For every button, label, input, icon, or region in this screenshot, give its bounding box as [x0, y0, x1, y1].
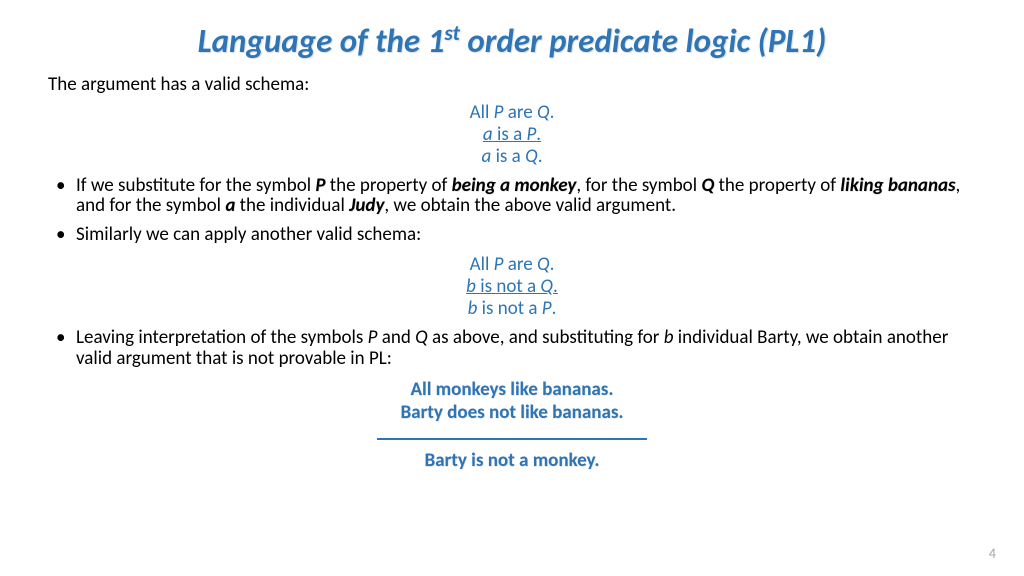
bullet-3: Leaving interpretation of the symbols P …: [48, 328, 976, 370]
slide-title: Language of the 1st order predicate logi…: [48, 20, 976, 61]
conclusion-argument: All monkeys like bananas. Barty does not…: [48, 378, 976, 473]
page-number: 4: [989, 545, 996, 562]
conclusion-line3: Barty is not a monkey.: [48, 449, 976, 473]
bullet-2: Similarly we can apply another valid sch…: [48, 225, 976, 246]
schema2-line3: b is not a P.: [48, 298, 976, 320]
schema1-line1: All P are Q.: [48, 102, 976, 124]
intro-text: The argument has a valid schema:: [48, 73, 976, 96]
conclusion-line1: All monkeys like bananas.: [48, 378, 976, 402]
schema1-line3: a is a Q.: [48, 146, 976, 168]
bullet-1: If we substitute for the symbol P the pr…: [48, 176, 976, 218]
schema-2: All P are Q. b is not a Q. b is not a P.: [48, 254, 976, 320]
schema2-line1: All P are Q.: [48, 254, 976, 276]
schema1-line2: a is a P.: [48, 124, 976, 146]
schema2-line2: b is not a Q.: [48, 276, 976, 298]
conclusion-rule: [377, 438, 647, 440]
conclusion-line2: Barty does not like bananas.: [48, 401, 976, 425]
schema-1: All P are Q. a is a P. a is a Q.: [48, 102, 976, 168]
